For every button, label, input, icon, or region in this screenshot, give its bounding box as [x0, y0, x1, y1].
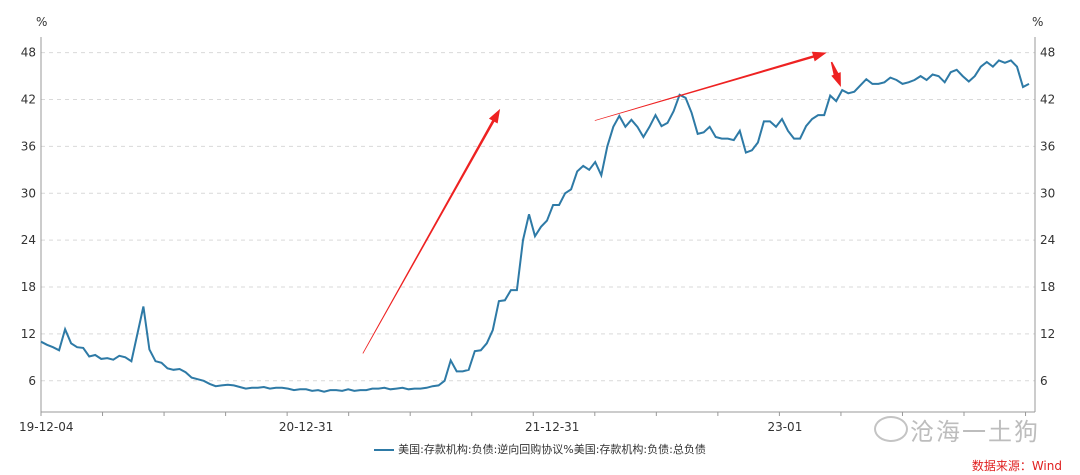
left-unit-label: %	[36, 15, 47, 29]
left-y-tick-48: 48	[21, 46, 36, 60]
legend-label: 美国:存款机构:负债:逆向回购协议%美国:存款机构:负债:总负债	[398, 443, 706, 456]
left-y-tick-36: 36	[21, 139, 36, 153]
x-tick-label-2: 21-12-31	[525, 420, 579, 434]
x-tick-label-0: 19-12-04	[19, 420, 73, 434]
right-y-tick-12: 12	[1040, 327, 1055, 341]
right-y-tick-24: 24	[1040, 233, 1055, 247]
left-y-tick-18: 18	[21, 280, 36, 294]
x-tick-label-1: 20-12-31	[279, 420, 333, 434]
right-y-tick-36: 36	[1040, 139, 1055, 153]
right-y-tick-42: 42	[1040, 93, 1055, 107]
axes	[40, 37, 1036, 413]
right-y-tick-6: 6	[1040, 374, 1048, 388]
left-y-tick-24: 24	[21, 233, 36, 247]
left-y-tick-6: 6	[28, 374, 36, 388]
source-note: 数据来源：Wind	[971, 459, 1062, 473]
gridlines	[41, 52, 1035, 382]
trend-arrow-1	[594, 51, 827, 121]
legend-swatch	[374, 449, 395, 451]
left-y-tick-labels: 6 12 18 24 30 36 42 48	[21, 46, 36, 388]
wechat-icon	[874, 416, 908, 442]
right-y-tick-18: 18	[1040, 280, 1055, 294]
right-y-tick-30: 30	[1040, 186, 1055, 200]
left-y-tick-42: 42	[21, 93, 36, 107]
right-y-tick-48: 48	[1040, 46, 1055, 60]
left-y-tick-12: 12	[21, 327, 36, 341]
x-tick-label-3: 23-01	[767, 420, 802, 434]
series-line	[40, 59, 1030, 393]
trend-arrow-2	[830, 61, 841, 87]
right-unit-label: %	[1032, 15, 1043, 29]
legend: 美国:存款机构:负债:逆向回购协议%美国:存款机构:负债:总负债	[0, 441, 1080, 457]
trend-arrows	[362, 51, 841, 354]
watermark: 沧海一土狗	[910, 418, 1040, 446]
x-tick-labels: 19-12-04 20-12-31 21-12-31 23-01	[19, 420, 802, 434]
left-y-tick-30: 30	[21, 186, 36, 200]
x-minor-ticks	[40, 412, 1027, 416]
trend-arrow-0	[362, 108, 501, 354]
right-y-tick-labels: 6 12 18 24 30 36 42 48	[1040, 46, 1055, 388]
